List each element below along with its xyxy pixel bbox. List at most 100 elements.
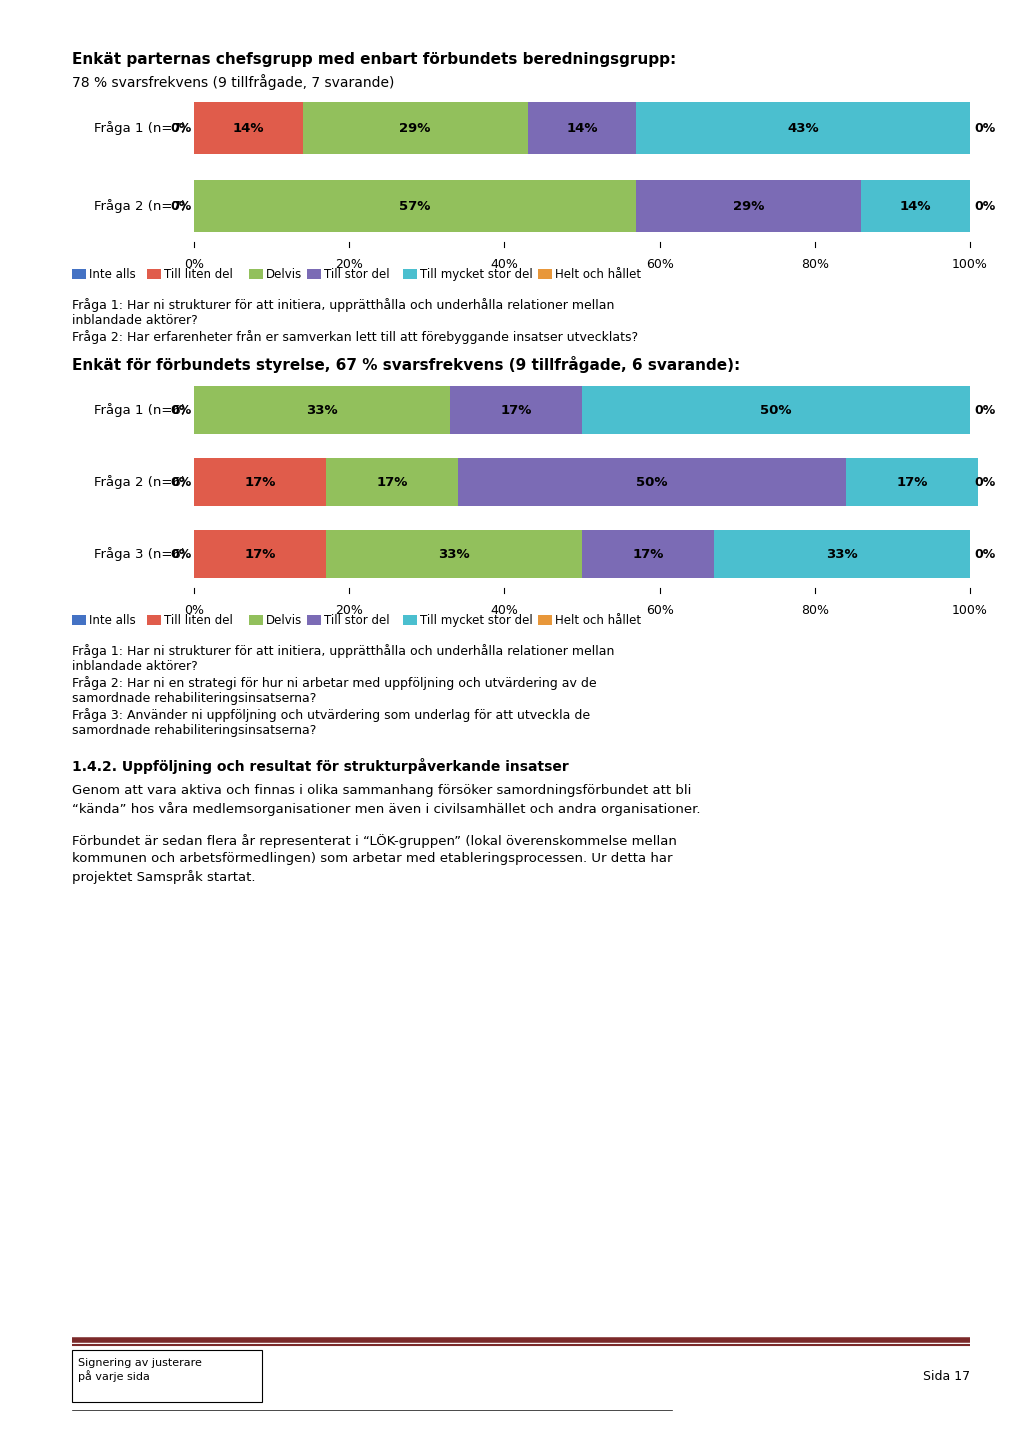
Bar	[146, 614, 161, 624]
Text: kommunen och arbetsförmedlingen) som arbetar med etableringsprocessen. Ur detta : kommunen och arbetsförmedlingen) som arb…	[72, 852, 673, 865]
Text: 43%: 43%	[787, 121, 819, 134]
Text: Fråga 1: Har ni strukturer för att initiera, upprätthålla och underhålla relatio: Fråga 1: Har ni strukturer för att initi…	[72, 644, 614, 657]
Text: 0%: 0%	[974, 121, 995, 134]
Text: 17%: 17%	[245, 476, 275, 489]
Text: Fråga 1 (n=7): Fråga 1 (n=7)	[94, 121, 186, 134]
Text: Delvis: Delvis	[265, 613, 302, 626]
Text: Till liten del: Till liten del	[164, 267, 232, 280]
Text: 33%: 33%	[306, 403, 338, 416]
Text: 17%: 17%	[245, 547, 275, 560]
Bar	[194, 459, 326, 506]
Text: 29%: 29%	[733, 200, 765, 213]
Text: inblandade aktörer?: inblandade aktörer?	[72, 314, 198, 327]
Bar	[451, 386, 582, 434]
Text: 0%: 0%	[974, 476, 995, 489]
Text: Delvis: Delvis	[265, 267, 302, 280]
Text: 100%: 100%	[952, 259, 988, 272]
Bar	[458, 459, 846, 506]
Text: 17%: 17%	[896, 476, 928, 489]
Bar	[72, 1350, 262, 1402]
Text: Fråga 2: Har ni en strategi för hur ni arbetar med uppföljning och utvärdering a: Fråga 2: Har ni en strategi för hur ni a…	[72, 676, 597, 690]
Text: Enkät parternas chefsgrupp med enbart förbundets beredningsgrupp:: Enkät parternas chefsgrupp med enbart fö…	[72, 51, 676, 67]
Bar	[249, 269, 262, 279]
Bar	[146, 269, 161, 279]
Bar	[326, 530, 582, 577]
Text: 29%: 29%	[399, 121, 431, 134]
Text: 0%: 0%	[974, 403, 995, 416]
Text: 60%: 60%	[646, 604, 674, 617]
Text: 50%: 50%	[636, 476, 668, 489]
Text: 40%: 40%	[490, 604, 518, 617]
Bar	[714, 530, 970, 577]
Text: 0%: 0%	[184, 259, 204, 272]
Text: 0%: 0%	[171, 476, 193, 489]
Text: Helt och hållet: Helt och hållet	[555, 267, 641, 280]
Bar	[326, 459, 458, 506]
Text: 0%: 0%	[184, 604, 204, 617]
Text: Till mycket stor del: Till mycket stor del	[420, 613, 532, 626]
Text: Fråga 1 (n=6): Fråga 1 (n=6)	[94, 403, 186, 417]
Bar	[306, 269, 321, 279]
Text: Till mycket stor del: Till mycket stor del	[420, 267, 532, 280]
Text: Fråga 3: Använder ni uppföljning och utvärdering som underlag för att utveckla d: Fråga 3: Använder ni uppföljning och utv…	[72, 707, 590, 722]
Text: 17%: 17%	[376, 476, 408, 489]
Bar	[582, 530, 714, 577]
Text: 78 % svarsfrekvens (9 tillfrågade, 7 svarande): 78 % svarsfrekvens (9 tillfrågade, 7 sva…	[72, 74, 394, 90]
Text: 80%: 80%	[801, 604, 828, 617]
Bar	[861, 180, 970, 231]
Text: 20%: 20%	[335, 604, 364, 617]
Text: projektet Samspråk startat.: projektet Samspråk startat.	[72, 870, 256, 885]
Text: “kända” hos våra medlemsorganisationer men även i civilsamhället och andra organ: “kända” hos våra medlemsorganisationer m…	[72, 802, 700, 816]
Text: 14%: 14%	[232, 121, 264, 134]
Text: Förbundet är sedan flera år representerat i “LÖK-gruppen” (lokal överenskommelse: Förbundet är sedan flera år representera…	[72, 835, 677, 847]
Text: 1.4.2. Uppföljning och resultat för strukturpåverkande insatser: 1.4.2. Uppföljning och resultat för stru…	[72, 757, 568, 775]
Bar	[194, 386, 451, 434]
Text: Enkät för förbundets styrelse, 67 % svarsfrekvens (9 tillfrågade, 6 svarande):: Enkät för förbundets styrelse, 67 % svar…	[72, 356, 740, 373]
Text: 80%: 80%	[801, 259, 828, 272]
Text: Genom att vara aktiva och finnas i olika sammanhang försöker samordningsförbunde: Genom att vara aktiva och finnas i olika…	[72, 785, 691, 797]
Text: inblandade aktörer?: inblandade aktörer?	[72, 660, 198, 673]
Text: 33%: 33%	[438, 547, 470, 560]
Text: Helt och hållet: Helt och hållet	[555, 613, 641, 626]
Bar	[303, 101, 527, 154]
Text: 14%: 14%	[900, 200, 932, 213]
Text: Till stor del: Till stor del	[324, 613, 389, 626]
Text: 100%: 100%	[952, 604, 988, 617]
Text: 0%: 0%	[171, 200, 193, 213]
Text: samordnade rehabiliteringsinsatserna?: samordnade rehabiliteringsinsatserna?	[72, 725, 316, 737]
Bar	[582, 386, 970, 434]
Text: 33%: 33%	[826, 547, 858, 560]
Text: Fråga 2 (n=7): Fråga 2 (n=7)	[94, 199, 186, 213]
Text: 57%: 57%	[399, 200, 431, 213]
Bar	[403, 614, 417, 624]
Bar	[403, 269, 417, 279]
Text: 0%: 0%	[171, 121, 193, 134]
Text: 20%: 20%	[335, 259, 364, 272]
Text: 14%: 14%	[566, 121, 598, 134]
Text: Inte alls: Inte alls	[89, 267, 136, 280]
Bar	[306, 614, 321, 624]
Text: Signering av justerare
på varje sida: Signering av justerare på varje sida	[78, 1358, 202, 1382]
Bar	[194, 180, 636, 231]
Text: 17%: 17%	[632, 547, 664, 560]
Text: Sida 17: Sida 17	[923, 1369, 970, 1382]
Text: 0%: 0%	[974, 200, 995, 213]
Text: Fråga 3 (n=6): Fråga 3 (n=6)	[94, 547, 186, 562]
Bar	[636, 101, 970, 154]
Bar	[636, 180, 861, 231]
Bar	[846, 459, 978, 506]
Bar	[72, 269, 86, 279]
Text: Fråga 2 (n=6): Fråga 2 (n=6)	[94, 474, 186, 489]
Text: 40%: 40%	[490, 259, 518, 272]
Bar	[194, 530, 326, 577]
Bar	[538, 614, 552, 624]
Text: Till stor del: Till stor del	[324, 267, 389, 280]
Text: 0%: 0%	[171, 547, 193, 560]
Text: Fråga 1: Har ni strukturer för att initiera, upprätthålla och underhålla relatio: Fråga 1: Har ni strukturer för att initi…	[72, 299, 614, 312]
Bar	[527, 101, 636, 154]
Bar	[249, 614, 262, 624]
Text: 50%: 50%	[760, 403, 792, 416]
Text: Inte alls: Inte alls	[89, 613, 136, 626]
Bar	[72, 614, 86, 624]
Text: samordnade rehabiliteringsinsatserna?: samordnade rehabiliteringsinsatserna?	[72, 692, 316, 704]
